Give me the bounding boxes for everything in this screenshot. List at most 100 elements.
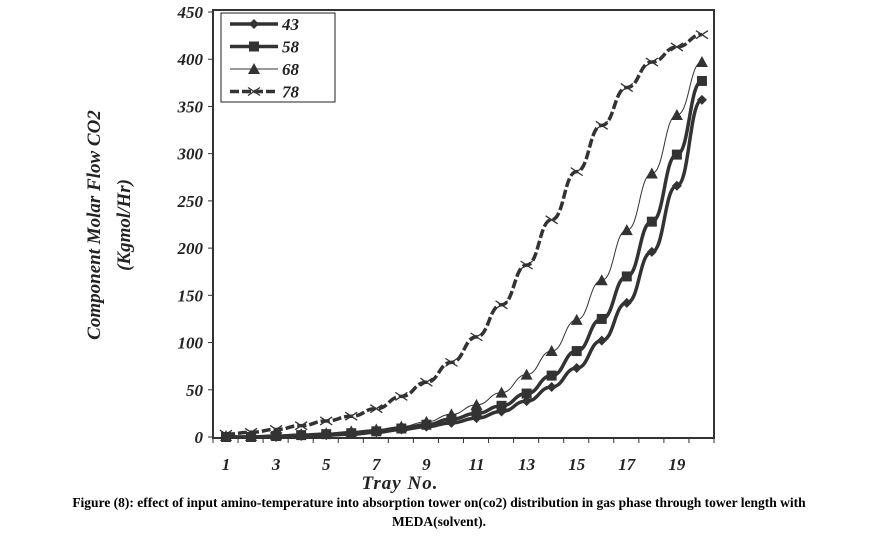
data-point-square	[546, 370, 557, 381]
data-point-x	[570, 167, 584, 177]
series-line-58	[226, 79, 703, 439]
series-78	[219, 30, 709, 439]
data-point-diamond	[696, 94, 707, 105]
y-tick-label: 250	[177, 192, 204, 211]
data-point-x	[369, 404, 383, 414]
data-point-x	[595, 120, 609, 130]
data-point-triangle	[295, 428, 308, 440]
legend-marker-triangle	[248, 63, 260, 74]
data-point-triangle	[420, 415, 433, 427]
data-point-triangle	[445, 408, 458, 420]
legend-item-43: 43	[230, 15, 300, 34]
data-point-x	[620, 83, 634, 93]
legend-label: 58	[282, 38, 300, 57]
series-68	[220, 56, 708, 442]
data-point-square	[621, 271, 632, 282]
data-point-x	[219, 429, 233, 439]
data-point-x	[420, 377, 433, 387]
x-axis-title: Tray No.	[362, 473, 439, 494]
x-tick-label: 5	[322, 455, 331, 474]
data-point-diamond	[546, 381, 557, 392]
data-point-x	[394, 391, 408, 401]
data-point-triangle	[245, 430, 258, 442]
y-axis-unit: (Kgmol/Hr)	[114, 179, 135, 271]
x-tick-label: 9	[422, 455, 431, 474]
legend-marker-square	[249, 41, 259, 52]
caption-line-2: MEDA(solvent).	[391, 514, 487, 529]
data-point-x	[645, 57, 659, 67]
y-tick-label: 400	[177, 50, 204, 69]
data-point-x	[445, 357, 458, 367]
data-point-triangle	[620, 224, 633, 236]
data-point-x	[520, 260, 533, 270]
data-point-triangle	[645, 167, 658, 179]
legend-label: 68	[282, 60, 300, 79]
y-axis-title: Component Molar Flow CO2	[84, 110, 105, 340]
data-point-x	[495, 300, 508, 310]
x-tick-label: 15	[568, 455, 586, 474]
data-point-square	[521, 388, 532, 399]
data-point-square	[596, 313, 607, 324]
y-tick-label: 0	[195, 428, 204, 447]
data-point-diamond	[521, 396, 532, 407]
data-point-triangle	[520, 368, 533, 380]
data-point-triangle	[370, 423, 383, 435]
y-tick-label: 300	[177, 145, 204, 164]
x-tick-label: 7	[372, 455, 382, 474]
data-point-triangle	[345, 425, 358, 437]
legend-label: 78	[282, 83, 300, 102]
data-point-x	[344, 411, 358, 421]
data-point-triangle	[595, 274, 608, 286]
data-point-x	[269, 424, 283, 434]
caption-line-1: Figure (8): effect of input amino-temper…	[72, 495, 806, 510]
x-tick-label: 13	[518, 455, 536, 474]
legend-item-78: 78	[230, 83, 300, 102]
data-point-triangle	[670, 108, 683, 120]
data-point-square	[671, 149, 682, 160]
y-tick-label: 100	[178, 334, 204, 353]
data-point-diamond	[621, 297, 632, 308]
y-tick-label: 350	[177, 97, 204, 116]
data-point-triangle	[470, 398, 483, 410]
data-point-x	[319, 416, 333, 426]
data-point-diamond	[571, 363, 582, 374]
data-point-x	[670, 42, 684, 52]
data-point-x	[545, 215, 559, 225]
data-point-triangle	[545, 345, 558, 357]
data-point-triangle	[270, 429, 283, 441]
legend: 43 58 68 78	[220, 12, 336, 103]
y-tick-label: 50	[186, 381, 204, 400]
x-tick-label: 1	[222, 455, 231, 474]
legend-item-68: 68	[230, 60, 300, 79]
data-point-triangle	[570, 313, 583, 325]
data-point-x	[294, 421, 308, 431]
data-point-x	[695, 30, 709, 40]
legend-label: 43	[281, 15, 300, 34]
data-point-triangle	[695, 56, 708, 68]
data-point-diamond	[596, 335, 607, 346]
data-point-triangle	[395, 420, 408, 432]
x-tick-label: 19	[668, 455, 686, 474]
data-point-x	[244, 427, 258, 437]
y-tick-label: 200	[177, 239, 204, 258]
series-line-68	[226, 61, 703, 437]
x-tick-label: 3	[271, 455, 281, 474]
data-point-square	[646, 216, 657, 227]
data-point-diamond	[646, 246, 657, 257]
data-point-triangle	[320, 427, 333, 439]
x-tick-label: 17	[618, 455, 637, 474]
y-tick-label: 450	[177, 3, 204, 22]
y-axis-label: Component Molar Flow CO2 (Kgmol/Hr)	[84, 110, 135, 340]
series-58	[221, 75, 707, 442]
legend-marker-diamond	[249, 19, 259, 29]
data-point-square	[496, 400, 507, 411]
legend-marker-x	[247, 86, 261, 97]
data-point-diamond	[671, 180, 682, 191]
data-point-square	[696, 75, 707, 86]
data-point-x	[470, 332, 483, 342]
data-point-square	[571, 346, 582, 357]
legend-item-58: 58	[230, 38, 300, 57]
data-point-square	[471, 408, 482, 419]
